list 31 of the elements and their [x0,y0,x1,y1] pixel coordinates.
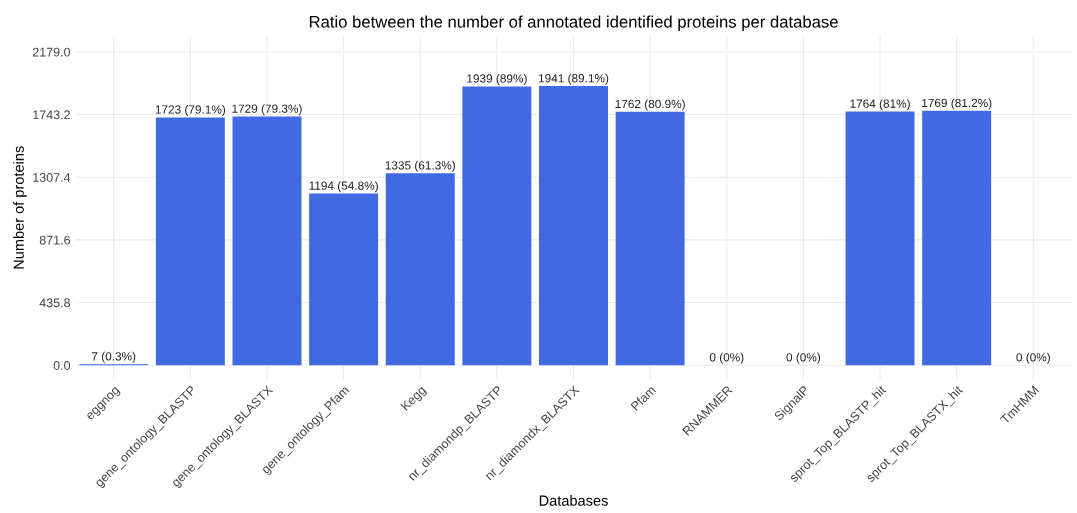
y-axis-title: Number of proteins [13,146,27,269]
data-label: 1769 (81.2%) [922,98,992,110]
bar [922,110,992,366]
bar [232,116,302,366]
bar [539,86,608,366]
y-tick-label: 2179.0 [32,47,71,57]
data-label: 1764 (81%) [850,99,910,111]
data-label: 1335 (61.3%) [385,160,455,172]
bar [155,117,225,366]
x-axis-title: Databases [539,495,608,506]
data-label: 7 (0.3%) [92,351,136,363]
bar [309,193,379,366]
y-tick-label: 1307.4 [33,173,71,182]
data-label: 1762 (80.9%) [615,99,685,111]
data-label: 1729 (79.3%) [232,104,302,116]
y-tick-label: 435.8 [39,298,70,308]
data-label: 0 (0%) [1016,352,1050,364]
bar [385,173,455,366]
data-label: 1939 (89%) [467,73,527,85]
bar [845,111,915,366]
chart-title: Ratio between the number of annotated identified proteins per database [309,15,838,32]
y-tick-label: 871.6 [39,235,70,245]
bar [462,86,532,366]
y-tick-label: 1743.2 [33,110,70,120]
data-label: 1941 (89.1%) [538,73,609,85]
bar [615,111,685,366]
data-label: 0 (0%) [709,352,744,364]
y-tick-label: 0.0 [53,361,71,370]
data-label: 0 (0%) [786,352,821,364]
data-label: 1723 (79.1%) [155,105,226,117]
data-label: 1194 (54.8%) [309,181,378,193]
